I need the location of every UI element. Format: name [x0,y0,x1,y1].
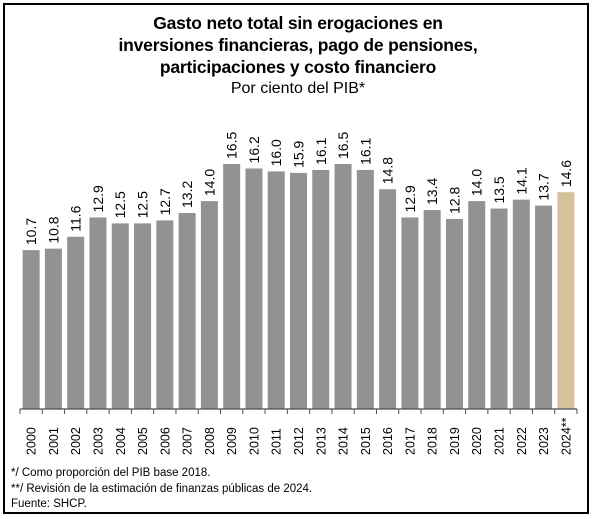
bar-2014 [334,164,352,409]
footnote-revision: **/ Revisión de la estimación de finanza… [11,482,313,495]
tick-label-2008: 2008 [203,427,217,455]
tick-label-2012: 2012 [292,427,306,455]
bar-2018 [423,210,441,409]
bar-2007 [178,213,196,409]
bar-2006 [156,220,174,409]
chart-title-line-3: participaciones y costo financiero [159,57,437,77]
bar-2022 [512,199,530,409]
value-label-2005: 12.5 [135,191,151,218]
tick-label-2001: 2001 [47,427,61,455]
tick-label-2022: 2022 [515,427,529,455]
tick-label-2017: 2017 [403,427,417,455]
tick-label-2021: 2021 [493,427,507,455]
tick-label-2007: 2007 [181,427,195,455]
bar-2024 [557,192,575,409]
bar-2000 [22,250,40,409]
value-label-2001: 10.8 [45,216,61,243]
bar-2002 [67,236,85,409]
value-label-2004: 12.5 [112,191,128,218]
chart-title-line-1: Gasto neto total sin erogaciones en [153,13,443,33]
bar-2013 [312,169,330,409]
chart-title-line-2: inversiones financieras, pago de pension… [118,35,478,55]
value-label-2023: 13.7 [536,173,552,200]
bar-2008 [200,201,218,409]
bar-2020 [468,201,486,409]
value-label-2013: 16.1 [313,137,329,164]
value-label-2006: 12.7 [157,188,173,215]
bar-2015 [356,169,374,409]
value-label-2010: 16.2 [246,136,262,163]
footnotes: */ Como proporción del PIB base 2018. **… [11,466,312,513]
chart-title-block: Gasto neto total sin erogaciones en inve… [5,12,591,99]
tick-label-2015: 2015 [359,427,373,455]
value-label-2003: 12.9 [90,185,106,212]
value-label-2022: 14.1 [513,167,529,194]
tick-label-2016: 2016 [381,427,395,455]
tick-label-2020: 2020 [470,427,484,455]
bar-2011 [267,171,285,409]
bar-2019 [445,218,463,409]
value-label-2017: 12.9 [402,185,418,212]
bar-2016 [379,189,397,409]
value-label-2014: 16.5 [335,132,351,159]
bar-2021 [490,208,508,409]
tick-label-2002: 2002 [69,427,83,455]
value-label-2012: 15.9 [291,140,307,167]
tick-label-2010: 2010 [247,427,261,455]
tick-label-2000: 2000 [25,427,39,455]
value-label-2019: 12.8 [446,186,462,213]
value-label-2002: 11.6 [68,205,84,231]
tick-label-2018: 2018 [426,427,440,455]
bar-2010 [245,168,263,409]
value-label-2009: 16.5 [224,132,240,159]
bar-2017 [401,217,419,409]
bar-2004 [111,223,129,409]
bar-2012 [290,172,307,409]
value-label-2024: 14.6 [558,160,574,187]
value-label-2018: 13.4 [424,178,440,205]
tick-label-2013: 2013 [314,427,328,455]
footnote-source: Fuente: SHCP. [11,498,87,510]
tick-label-2019: 2019 [448,427,462,455]
chart-subtitle: Por ciento del PIB* [230,80,366,97]
tick-label-2014: 2014 [337,427,351,455]
bar-2005 [134,223,152,409]
tick-label-2024: 2024** [559,417,573,455]
value-label-2015: 16.1 [357,137,373,164]
value-label-2011: 16.0 [268,139,284,166]
tick-label-2011: 2011 [270,428,284,455]
value-label-2020: 14.0 [469,169,485,196]
bar-2009 [223,164,241,409]
bar-2003 [89,217,107,409]
bar-2001 [44,248,62,409]
value-label-2000: 10.7 [23,218,39,245]
value-label-2007: 13.2 [179,181,195,208]
tick-label-2005: 2005 [136,427,150,455]
tick-label-2006: 2006 [158,427,172,455]
bar-2023 [535,205,553,409]
footnote-pib-base: */ Como proporción del PIB base 2018. [11,467,211,479]
value-label-2016: 14.8 [380,157,396,184]
tick-label-2003: 2003 [91,427,105,455]
tick-label-2004: 2004 [114,427,128,455]
value-label-2008: 14.0 [201,169,217,196]
value-label-2021: 13.5 [491,176,507,203]
tick-label-2023: 2023 [537,427,551,455]
tick-label-2009: 2009 [225,427,239,455]
